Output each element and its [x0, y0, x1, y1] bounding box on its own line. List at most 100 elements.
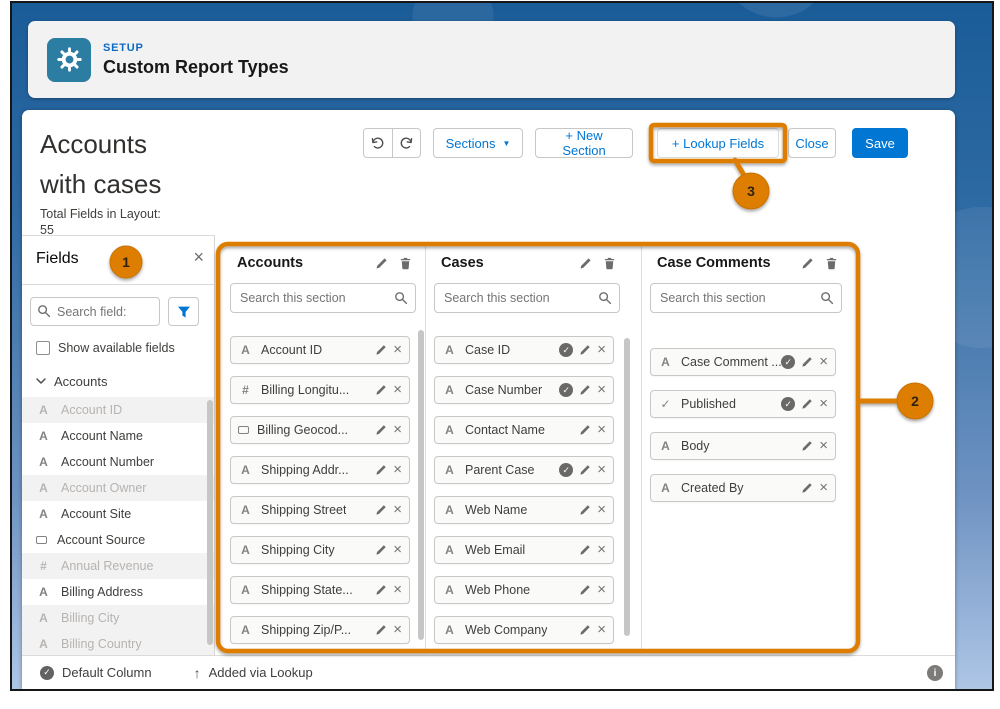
field-chip[interactable]: A Case ID ✓ × [434, 336, 614, 364]
edit-field-icon[interactable] [579, 504, 591, 516]
field-chip[interactable]: A Web Name × [434, 496, 614, 524]
remove-field-icon[interactable]: × [597, 341, 606, 358]
remove-field-icon[interactable]: × [597, 381, 606, 398]
edit-field-icon[interactable] [579, 584, 591, 596]
available-field-row[interactable]: A Billing Country [22, 631, 214, 657]
remove-field-icon[interactable]: × [393, 621, 402, 638]
available-field-row[interactable]: Account Source [22, 527, 214, 553]
field-chip[interactable]: A Shipping State... × [230, 576, 410, 604]
remove-field-icon[interactable]: × [393, 581, 402, 598]
remove-field-icon[interactable]: × [597, 621, 606, 638]
new-section-button[interactable]: + New Section [535, 128, 633, 158]
edit-field-icon[interactable] [375, 624, 387, 636]
edit-field-icon[interactable] [375, 464, 387, 476]
field-chip[interactable]: A Created By × [650, 474, 836, 502]
available-field-row[interactable]: A Account Number [22, 449, 214, 475]
undo-button[interactable] [364, 129, 392, 157]
field-chip[interactable]: A Contact Name × [434, 416, 614, 444]
field-chip[interactable]: A Shipping Zip/P... × [230, 616, 410, 644]
sidebar-scrollbar[interactable] [207, 400, 213, 645]
delete-section-icon[interactable] [399, 257, 412, 270]
available-field-row[interactable]: # Annual Revenue [22, 553, 214, 579]
edit-section-icon[interactable] [579, 257, 592, 270]
remove-field-icon[interactable]: × [597, 501, 606, 518]
available-field-row[interactable]: A Account ID [22, 397, 214, 423]
remove-field-icon[interactable]: × [819, 353, 828, 370]
remove-field-icon[interactable]: × [597, 541, 606, 558]
field-chip[interactable]: A Account ID × [230, 336, 410, 364]
checkbox-icon[interactable] [36, 341, 50, 355]
available-field-row[interactable]: A Billing City [22, 605, 214, 631]
field-chip[interactable]: A Web Email × [434, 536, 614, 564]
edit-field-icon[interactable] [579, 384, 591, 396]
field-chip[interactable]: A Body × [650, 432, 836, 460]
remove-field-icon[interactable]: × [393, 381, 402, 398]
delete-section-icon[interactable] [825, 257, 838, 270]
edit-field-icon[interactable] [579, 464, 591, 476]
field-chip[interactable]: Billing Geocod... × [230, 416, 410, 444]
section-search-input[interactable] [434, 283, 620, 313]
field-chip[interactable]: # Billing Longitu... × [230, 376, 410, 404]
cases-column-scrollbar[interactable] [624, 338, 630, 636]
edit-field-icon[interactable] [375, 544, 387, 556]
redo-button[interactable] [391, 129, 421, 157]
available-field-row[interactable]: A Account Site [22, 501, 214, 527]
edit-field-icon[interactable] [375, 584, 387, 596]
edit-field-icon[interactable] [801, 356, 813, 368]
close-icon[interactable]: × [193, 247, 204, 267]
edit-field-icon[interactable] [375, 344, 387, 356]
available-field-row[interactable]: A Billing Address [22, 579, 214, 605]
field-chip[interactable]: A Shipping City × [230, 536, 410, 564]
save-button[interactable]: Save [852, 128, 908, 158]
field-search-input[interactable] [30, 297, 160, 326]
close-button[interactable]: Close [788, 128, 836, 158]
edit-section-icon[interactable] [801, 257, 814, 270]
remove-field-icon[interactable]: × [819, 437, 828, 454]
field-type-icon: A [39, 455, 48, 469]
accounts-column-scrollbar[interactable] [418, 330, 424, 640]
edit-field-icon[interactable] [579, 624, 591, 636]
info-icon[interactable]: i [927, 665, 943, 681]
remove-field-icon[interactable]: × [393, 421, 402, 438]
edit-field-icon[interactable] [375, 424, 387, 436]
available-field-row[interactable]: A Account Owner [22, 475, 214, 501]
available-field-row[interactable]: A Account Name [22, 423, 214, 449]
field-chip[interactable]: ✓ Published ✓ × [650, 390, 836, 418]
edit-field-icon[interactable] [801, 398, 813, 410]
remove-field-icon[interactable]: × [393, 541, 402, 558]
sidebar-group-accounts[interactable]: Accounts [36, 374, 107, 389]
remove-field-icon[interactable]: × [819, 395, 828, 412]
field-chip[interactable]: A Case Number ✓ × [434, 376, 614, 404]
field-chip[interactable]: A Shipping Addr... × [230, 456, 410, 484]
section-search-input[interactable] [650, 283, 842, 313]
show-available-fields-label: Show available fields [58, 341, 175, 355]
filter-button[interactable] [168, 297, 199, 326]
field-chip[interactable]: A Case Comment ... ✓ × [650, 348, 836, 376]
edit-field-icon[interactable] [579, 544, 591, 556]
section-search-input[interactable] [230, 283, 416, 313]
field-chip[interactable]: A Shipping Street × [230, 496, 410, 524]
edit-field-icon[interactable] [579, 344, 591, 356]
edit-field-icon[interactable] [801, 440, 813, 452]
remove-field-icon[interactable]: × [393, 341, 402, 358]
edit-field-icon[interactable] [375, 384, 387, 396]
edit-section-icon[interactable] [375, 257, 388, 270]
remove-field-icon[interactable]: × [597, 581, 606, 598]
lookup-fields-button[interactable]: + Lookup Fields [657, 128, 779, 158]
remove-field-icon[interactable]: × [393, 461, 402, 478]
field-chip[interactable]: A Web Phone × [434, 576, 614, 604]
edit-field-icon[interactable] [579, 424, 591, 436]
remove-field-icon[interactable]: × [819, 479, 828, 496]
edit-field-icon[interactable] [375, 504, 387, 516]
field-chip[interactable]: A Web Company × [434, 616, 614, 644]
legend-default-column: ✓ Default Column [40, 665, 152, 680]
fields-panel: Fields × Show available fields [22, 235, 215, 657]
remove-field-icon[interactable]: × [597, 461, 606, 478]
delete-section-icon[interactable] [603, 257, 616, 270]
remove-field-icon[interactable]: × [393, 501, 402, 518]
edit-field-icon[interactable] [801, 482, 813, 494]
field-chip[interactable]: A Parent Case ✓ × [434, 456, 614, 484]
remove-field-icon[interactable]: × [597, 421, 606, 438]
sections-dropdown-button[interactable]: Sections ▼ [433, 128, 523, 158]
show-available-fields-toggle[interactable]: Show available fields [36, 341, 175, 355]
